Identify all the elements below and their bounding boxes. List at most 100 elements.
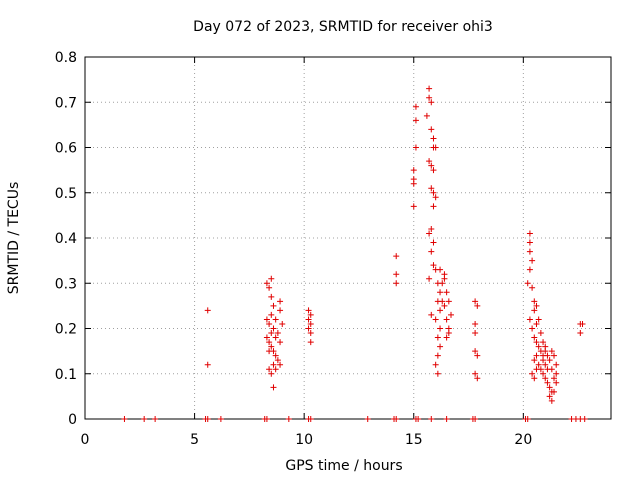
data-point xyxy=(546,384,553,391)
data-point xyxy=(307,330,314,337)
data-point xyxy=(553,361,560,368)
data-point xyxy=(439,280,446,287)
data-point xyxy=(526,266,533,273)
data-point xyxy=(441,302,448,309)
data-point xyxy=(472,348,479,355)
data-point xyxy=(472,298,479,305)
data-point xyxy=(279,320,286,327)
data-point xyxy=(524,280,531,287)
data-point xyxy=(443,316,450,323)
data-point xyxy=(474,352,481,359)
data-point xyxy=(364,416,371,422)
data-point xyxy=(542,361,549,368)
y-tick-label: 0.5 xyxy=(55,186,77,202)
data-point xyxy=(434,352,441,359)
data-point xyxy=(263,334,270,341)
data-point xyxy=(540,352,547,359)
data-point xyxy=(217,416,224,422)
data-point xyxy=(546,357,553,364)
data-point xyxy=(270,302,277,309)
plot-frame xyxy=(84,56,612,420)
data-point xyxy=(305,325,312,332)
data-point xyxy=(428,416,435,422)
data-point xyxy=(548,366,555,373)
data-point xyxy=(441,271,448,278)
data-point xyxy=(535,316,542,323)
y-tick-label: 0.4 xyxy=(55,231,77,247)
data-point xyxy=(443,416,450,422)
data-point xyxy=(553,370,560,377)
data-point xyxy=(524,416,531,422)
data-point xyxy=(553,379,560,386)
data-point xyxy=(268,343,275,350)
x-tick-label: 0 xyxy=(81,432,90,448)
data-point xyxy=(121,416,128,422)
data-point xyxy=(529,370,536,377)
data-point xyxy=(428,248,435,255)
data-point xyxy=(546,393,553,400)
data-point xyxy=(270,384,277,391)
y-tick-label: 0.2 xyxy=(55,322,77,338)
y-tick-label: 0.7 xyxy=(55,95,77,111)
y-tick-label: 0.6 xyxy=(55,141,77,157)
data-point xyxy=(443,289,450,296)
data-point xyxy=(472,330,479,337)
data-point xyxy=(428,225,435,232)
data-point xyxy=(540,339,547,346)
data-point xyxy=(531,375,538,382)
grid xyxy=(85,57,611,419)
data-point xyxy=(307,311,314,318)
data-point xyxy=(432,194,439,201)
data-point xyxy=(531,298,538,305)
data-point xyxy=(439,298,446,305)
data-point xyxy=(535,361,542,368)
x-tick-label: 15 xyxy=(405,432,423,448)
data-point xyxy=(410,167,417,174)
data-point xyxy=(430,262,437,269)
data-point xyxy=(266,366,273,373)
data-point xyxy=(432,144,439,151)
x-tick-label: 10 xyxy=(295,432,313,448)
data-point xyxy=(305,316,312,323)
data-point xyxy=(551,375,558,382)
data-point xyxy=(277,339,284,346)
data-point xyxy=(204,416,211,422)
data-point xyxy=(415,416,422,422)
y-tick-label: 0 xyxy=(68,412,77,428)
data-point xyxy=(526,230,533,237)
data-point xyxy=(430,239,437,246)
data-point xyxy=(266,348,273,355)
data-point xyxy=(437,325,444,332)
data-point xyxy=(472,370,479,377)
data-point xyxy=(270,361,277,368)
axis-ticks: 0 0.1 0.2 0.3 0.4 0.5 0.6 0.7 0.8 0 5 10 15 20 xyxy=(55,50,611,448)
data-point xyxy=(307,416,314,422)
data-point xyxy=(428,99,435,106)
data-point xyxy=(307,339,314,346)
data-point xyxy=(393,271,400,278)
data-point xyxy=(531,307,538,314)
data-points xyxy=(121,85,588,422)
data-point xyxy=(410,203,417,210)
data-point xyxy=(266,339,273,346)
data-point xyxy=(277,307,284,314)
data-point xyxy=(274,357,281,364)
data-point xyxy=(268,330,275,337)
data-point xyxy=(393,253,400,260)
data-point xyxy=(430,203,437,210)
data-point xyxy=(533,352,540,359)
data-point xyxy=(204,307,211,314)
data-point xyxy=(270,325,277,332)
data-point xyxy=(529,257,536,264)
data-point xyxy=(426,275,433,282)
data-point xyxy=(412,144,419,151)
data-point xyxy=(428,126,435,133)
data-point xyxy=(531,334,538,341)
data-point xyxy=(551,352,558,359)
data-point xyxy=(472,320,479,327)
data-point xyxy=(423,112,430,119)
data-point xyxy=(579,320,586,327)
data-point xyxy=(426,230,433,237)
data-point xyxy=(272,352,279,359)
